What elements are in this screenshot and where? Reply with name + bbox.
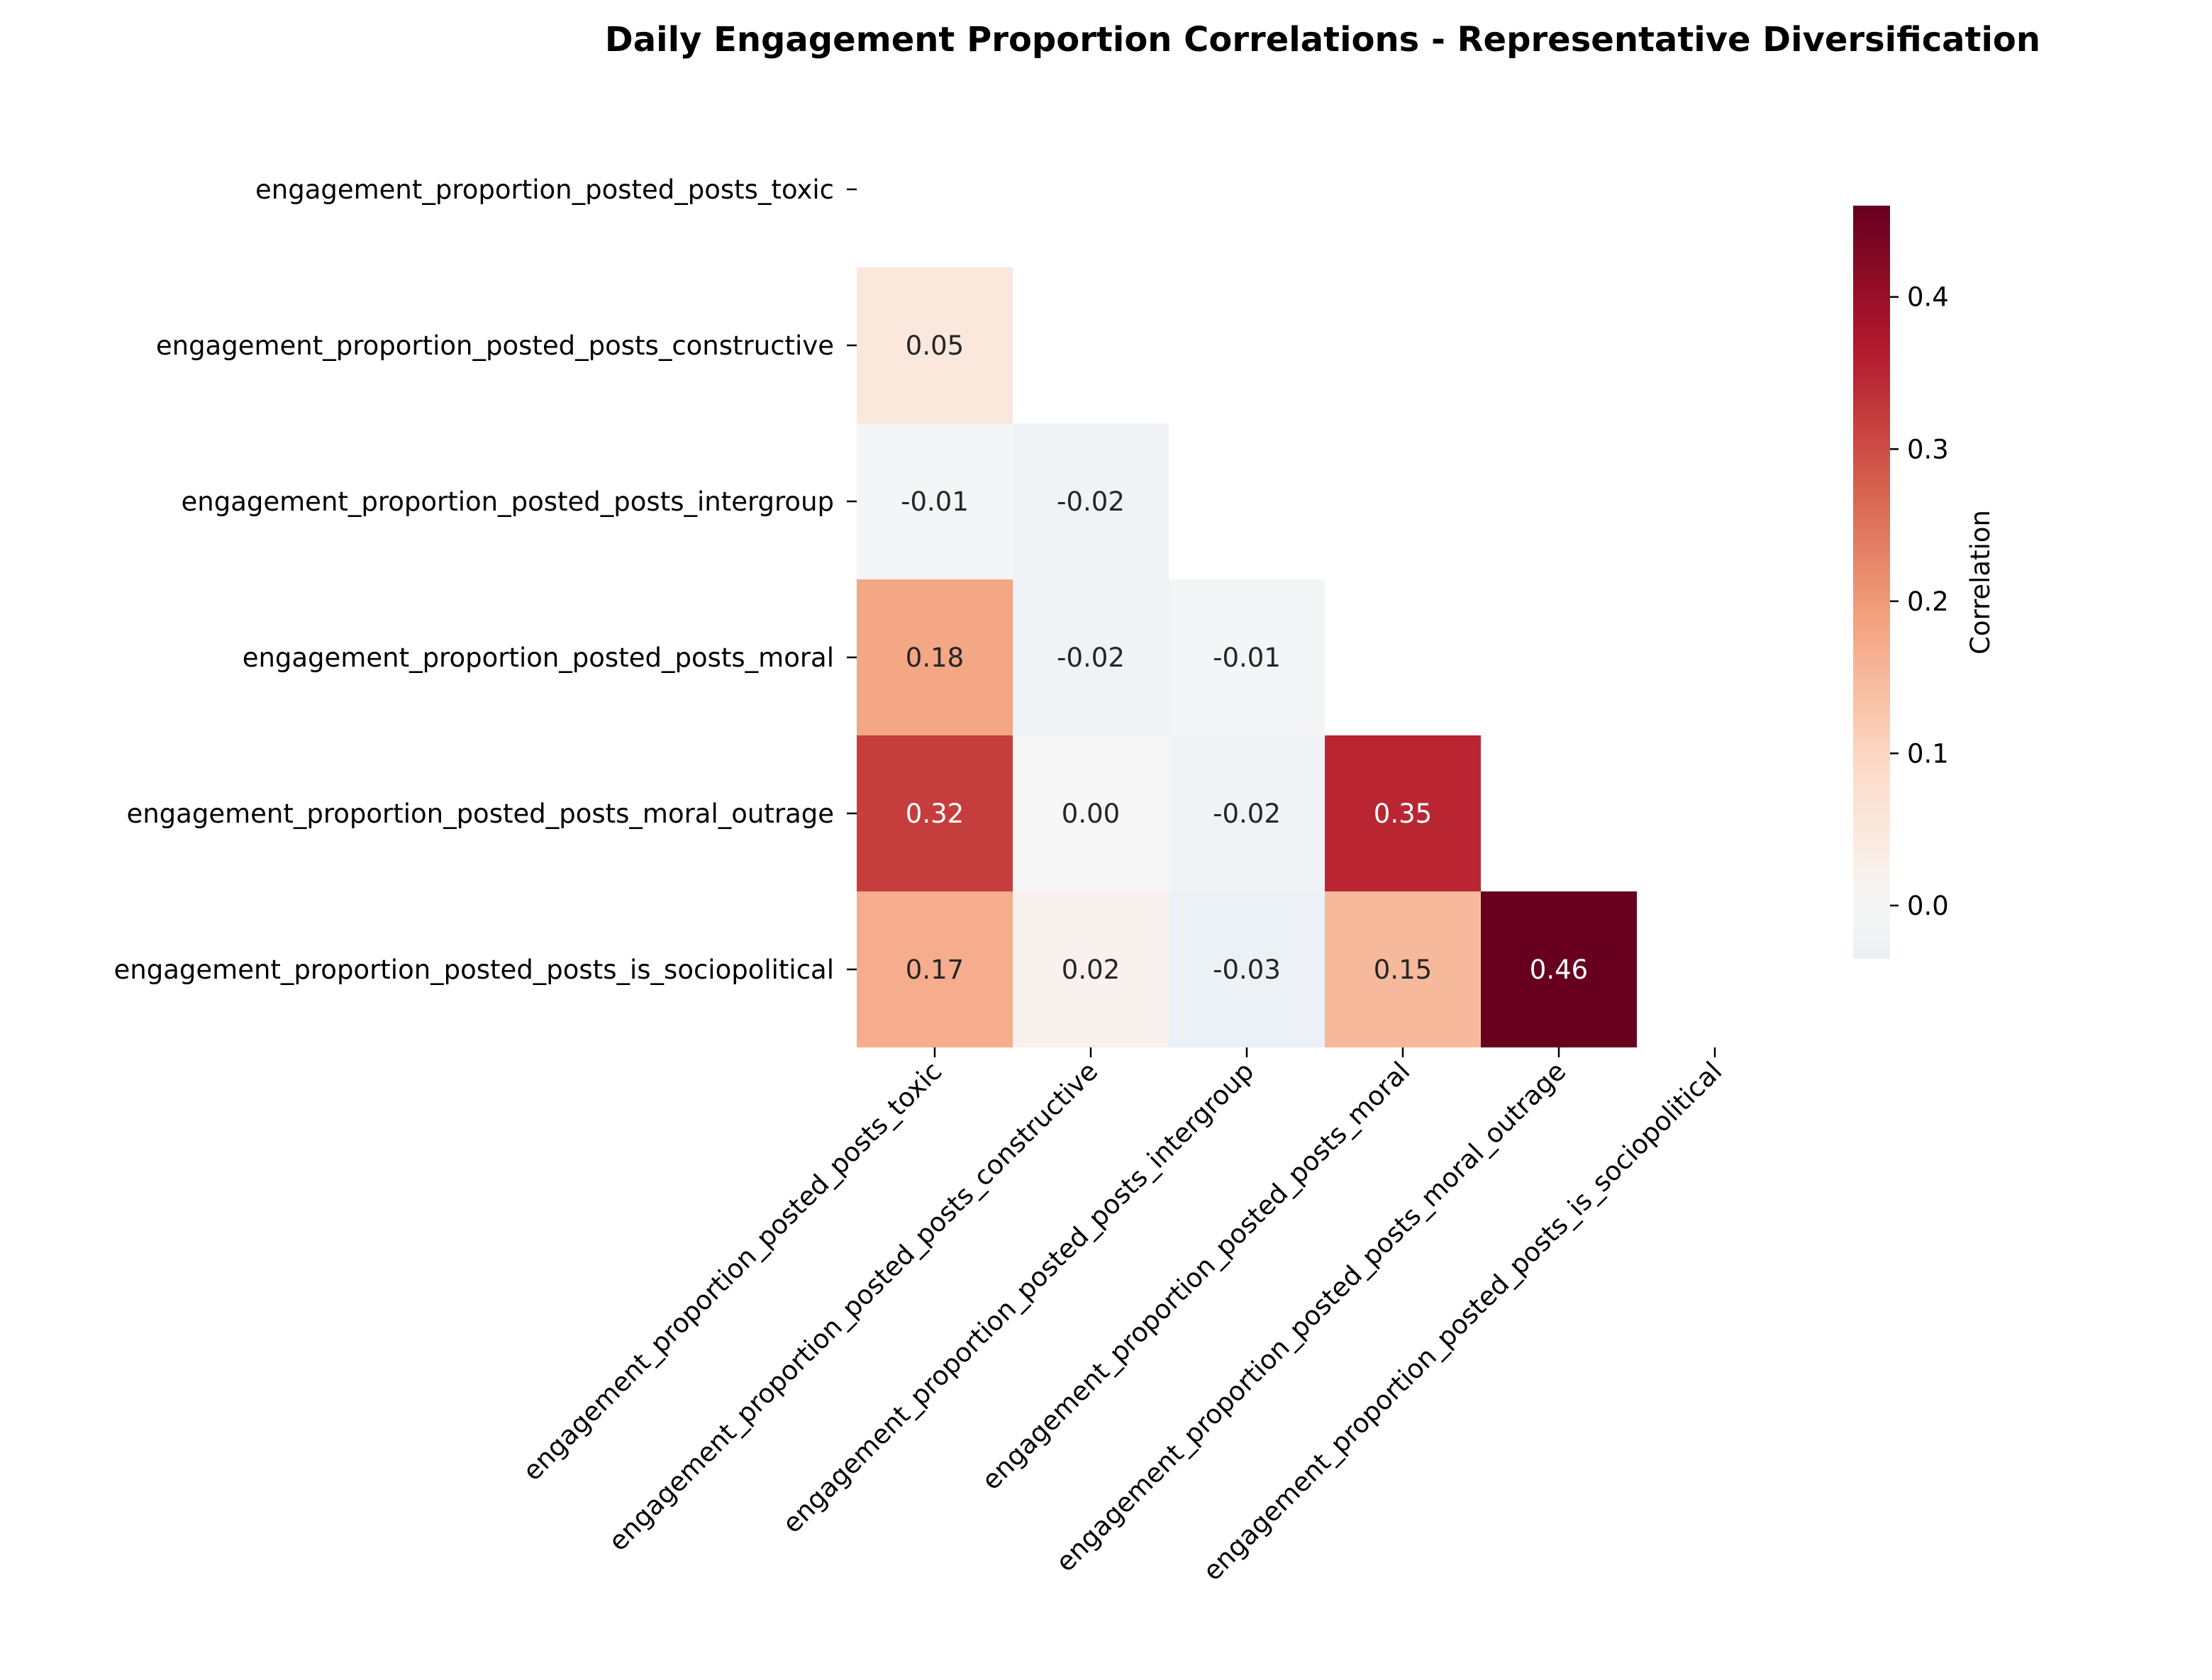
cell-value-label: 0.05	[906, 330, 964, 361]
heatmap-cell	[857, 735, 1013, 891]
heatmap-cell	[1013, 423, 1169, 579]
cell-value-label: 0.17	[906, 955, 964, 985]
y-tick-label: engagement_proportion_posted_posts_toxic	[255, 174, 834, 205]
heatmap-cell	[1169, 891, 1325, 1047]
heatmap-cell	[857, 891, 1013, 1047]
heatmap-cell	[1169, 579, 1325, 735]
heatmap-cells: 0.05 -0.01 -0.02 0.18 -0.02 -0.01 0.32 0.00 -0.0…	[857, 267, 1637, 1047]
y-tick-label: engagement_proportion_posted_posts_moral…	[126, 799, 834, 829]
cell-value-label: -0.01	[1213, 642, 1281, 673]
y-axis: engagement_proportion_posted_posts_toxic…	[114, 174, 857, 985]
heatmap-cell	[857, 267, 1013, 423]
colorbar-ticks: 0.0 0.1 0.2 0.3 0.4	[1890, 282, 1949, 921]
colorbar-tick-label: 0.0	[1907, 891, 1949, 921]
cell-value-label: -0.01	[901, 486, 969, 517]
cell-value-label: -0.03	[1213, 955, 1281, 985]
x-tick-label: engagement_proportion_posted_posts_moral…	[1050, 1056, 1572, 1578]
heatmap-cell	[1013, 735, 1169, 891]
y-tick-label: engagement_proportion_posted_posts_moral	[243, 642, 834, 673]
cell-value-label: -0.02	[1057, 642, 1125, 673]
heatmap-cell	[1325, 891, 1481, 1047]
cell-value-label: 0.18	[906, 642, 964, 673]
y-tick-label: engagement_proportion_posted_posts_is_so…	[114, 955, 834, 985]
heatmap-cell	[1169, 735, 1325, 891]
cell-value-label: 0.46	[1530, 955, 1588, 985]
cell-value-label: 0.32	[906, 799, 964, 829]
colorbar-tick-label: 0.2	[1907, 586, 1949, 617]
heatmap-cell	[857, 579, 1013, 735]
cell-value-label: -0.02	[1213, 799, 1281, 829]
cell-value-label: 0.15	[1374, 955, 1432, 985]
heatmap-cell	[1325, 735, 1481, 891]
heatmap-cell	[1481, 891, 1637, 1047]
cell-value-label: 0.02	[1062, 955, 1120, 985]
cell-value-label: -0.02	[1057, 486, 1125, 517]
colorbar-label: Correlation	[1965, 510, 1996, 655]
colorbar-tick-label: 0.3	[1907, 434, 1949, 464]
colorbar-gradient	[1853, 206, 1890, 959]
heatmap-cell	[1013, 579, 1169, 735]
colorbar-tick-label: 0.4	[1907, 282, 1949, 313]
x-axis: engagement_proportion_posted_posts_toxic…	[517, 1047, 1728, 1586]
y-tick-label: engagement_proportion_posted_posts_inter…	[182, 486, 834, 517]
x-tick-label: engagement_proportion_posted_posts_is_so…	[1197, 1056, 1728, 1586]
cell-value-label: 0.00	[1062, 799, 1120, 829]
colorbar-tick-label: 0.1	[1907, 738, 1949, 769]
chart-title: Daily Engagement Proportion Correlations…	[605, 20, 2040, 60]
y-tick-label: engagement_proportion_posted_posts_const…	[156, 330, 834, 361]
heatmap-cell	[857, 423, 1013, 579]
cell-value-label: 0.35	[1374, 799, 1432, 829]
heatmap-cell	[1013, 891, 1169, 1047]
colorbar: 0.0 0.1 0.2 0.3 0.4 Correlation	[1853, 206, 1996, 959]
